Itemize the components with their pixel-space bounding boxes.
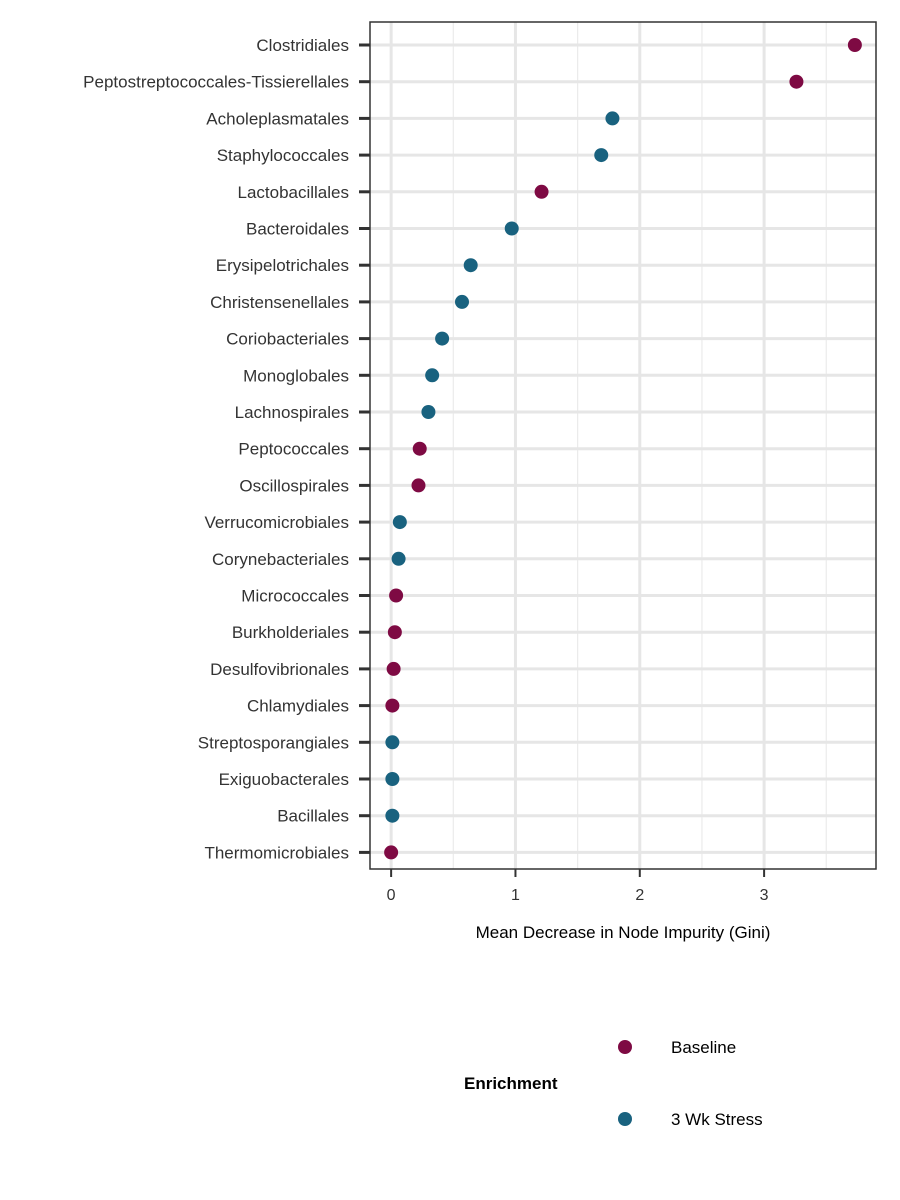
category-label: Thermomicrobiales bbox=[204, 843, 349, 862]
category-label: Burkholderiales bbox=[232, 623, 349, 642]
x-tick-label: 1 bbox=[511, 887, 520, 904]
data-point bbox=[385, 735, 400, 750]
category-label: Erysipelotrichales bbox=[216, 256, 349, 275]
x-axis-title: Mean Decrease in Node Impurity (Gini) bbox=[476, 923, 771, 942]
data-points bbox=[384, 38, 862, 860]
category-label: Lactobacillales bbox=[237, 183, 349, 202]
category-label: Peptostreptococcales-Tissierellales bbox=[83, 73, 349, 92]
data-point bbox=[386, 661, 401, 676]
data-point bbox=[385, 698, 400, 713]
data-point bbox=[411, 478, 426, 493]
category-label: Verrucomicrobiales bbox=[204, 513, 349, 532]
category-label: Bacteroidales bbox=[246, 220, 349, 239]
category-label: Bacillales bbox=[277, 807, 349, 826]
category-label: Peptococcales bbox=[238, 440, 349, 459]
data-point bbox=[504, 221, 519, 236]
category-label: Acholeplasmatales bbox=[206, 109, 349, 128]
x-tick-label: 3 bbox=[760, 887, 769, 904]
data-point bbox=[463, 258, 478, 273]
category-label: Monoglobales bbox=[243, 366, 349, 385]
legend-key bbox=[618, 1112, 632, 1126]
grid-lines bbox=[370, 22, 876, 869]
panel-border bbox=[369, 21, 877, 870]
category-label: Lachnospirales bbox=[235, 403, 349, 422]
data-point bbox=[594, 148, 609, 163]
category-label: Streptosporangiales bbox=[198, 733, 349, 752]
category-labels: Clostridiales Peptostreptococcales-Tissie… bbox=[83, 36, 349, 862]
category-label: Clostridiales bbox=[256, 36, 349, 55]
x-tick-label: 0 bbox=[387, 887, 396, 904]
data-point bbox=[421, 405, 436, 419]
category-label: Desulfovibrionales bbox=[210, 660, 349, 679]
x-tick-labels: 0 1 2 3 bbox=[387, 887, 769, 904]
x-tick-label: 2 bbox=[635, 887, 644, 904]
legend: Enrichment Baseline 3 Wk Stress bbox=[464, 1038, 763, 1129]
data-point bbox=[389, 588, 404, 603]
category-label: Exiguobacterales bbox=[219, 770, 349, 789]
data-point bbox=[392, 515, 407, 530]
data-point bbox=[387, 625, 402, 640]
legend-key bbox=[618, 1040, 632, 1054]
category-label: Staphylococcales bbox=[217, 146, 349, 165]
data-point bbox=[534, 184, 549, 199]
data-point bbox=[789, 74, 804, 89]
legend-label: Baseline bbox=[671, 1038, 736, 1057]
data-point bbox=[412, 441, 427, 456]
data-point bbox=[455, 294, 469, 309]
category-label: Christensenellales bbox=[210, 293, 349, 312]
data-point bbox=[847, 38, 862, 52]
data-point bbox=[391, 551, 406, 566]
category-label: Corynebacteriales bbox=[212, 550, 349, 569]
data-point bbox=[435, 331, 450, 346]
data-point bbox=[384, 845, 399, 860]
data-point bbox=[605, 111, 620, 126]
category-label: Chlamydiales bbox=[247, 697, 349, 716]
legend-label: 3 Wk Stress bbox=[671, 1110, 763, 1129]
data-point bbox=[425, 368, 440, 383]
legend-title: Enrichment bbox=[464, 1074, 558, 1093]
data-point bbox=[385, 808, 400, 823]
legend-entries: Baseline 3 Wk Stress bbox=[618, 1038, 763, 1129]
category-label: Micrococcales bbox=[241, 587, 349, 606]
category-label: Oscillospirales bbox=[239, 476, 349, 495]
y-tick-marks bbox=[359, 43, 370, 854]
data-point bbox=[385, 772, 400, 786]
x-tick-marks bbox=[390, 869, 766, 877]
category-label: Coriobacteriales bbox=[226, 330, 349, 349]
